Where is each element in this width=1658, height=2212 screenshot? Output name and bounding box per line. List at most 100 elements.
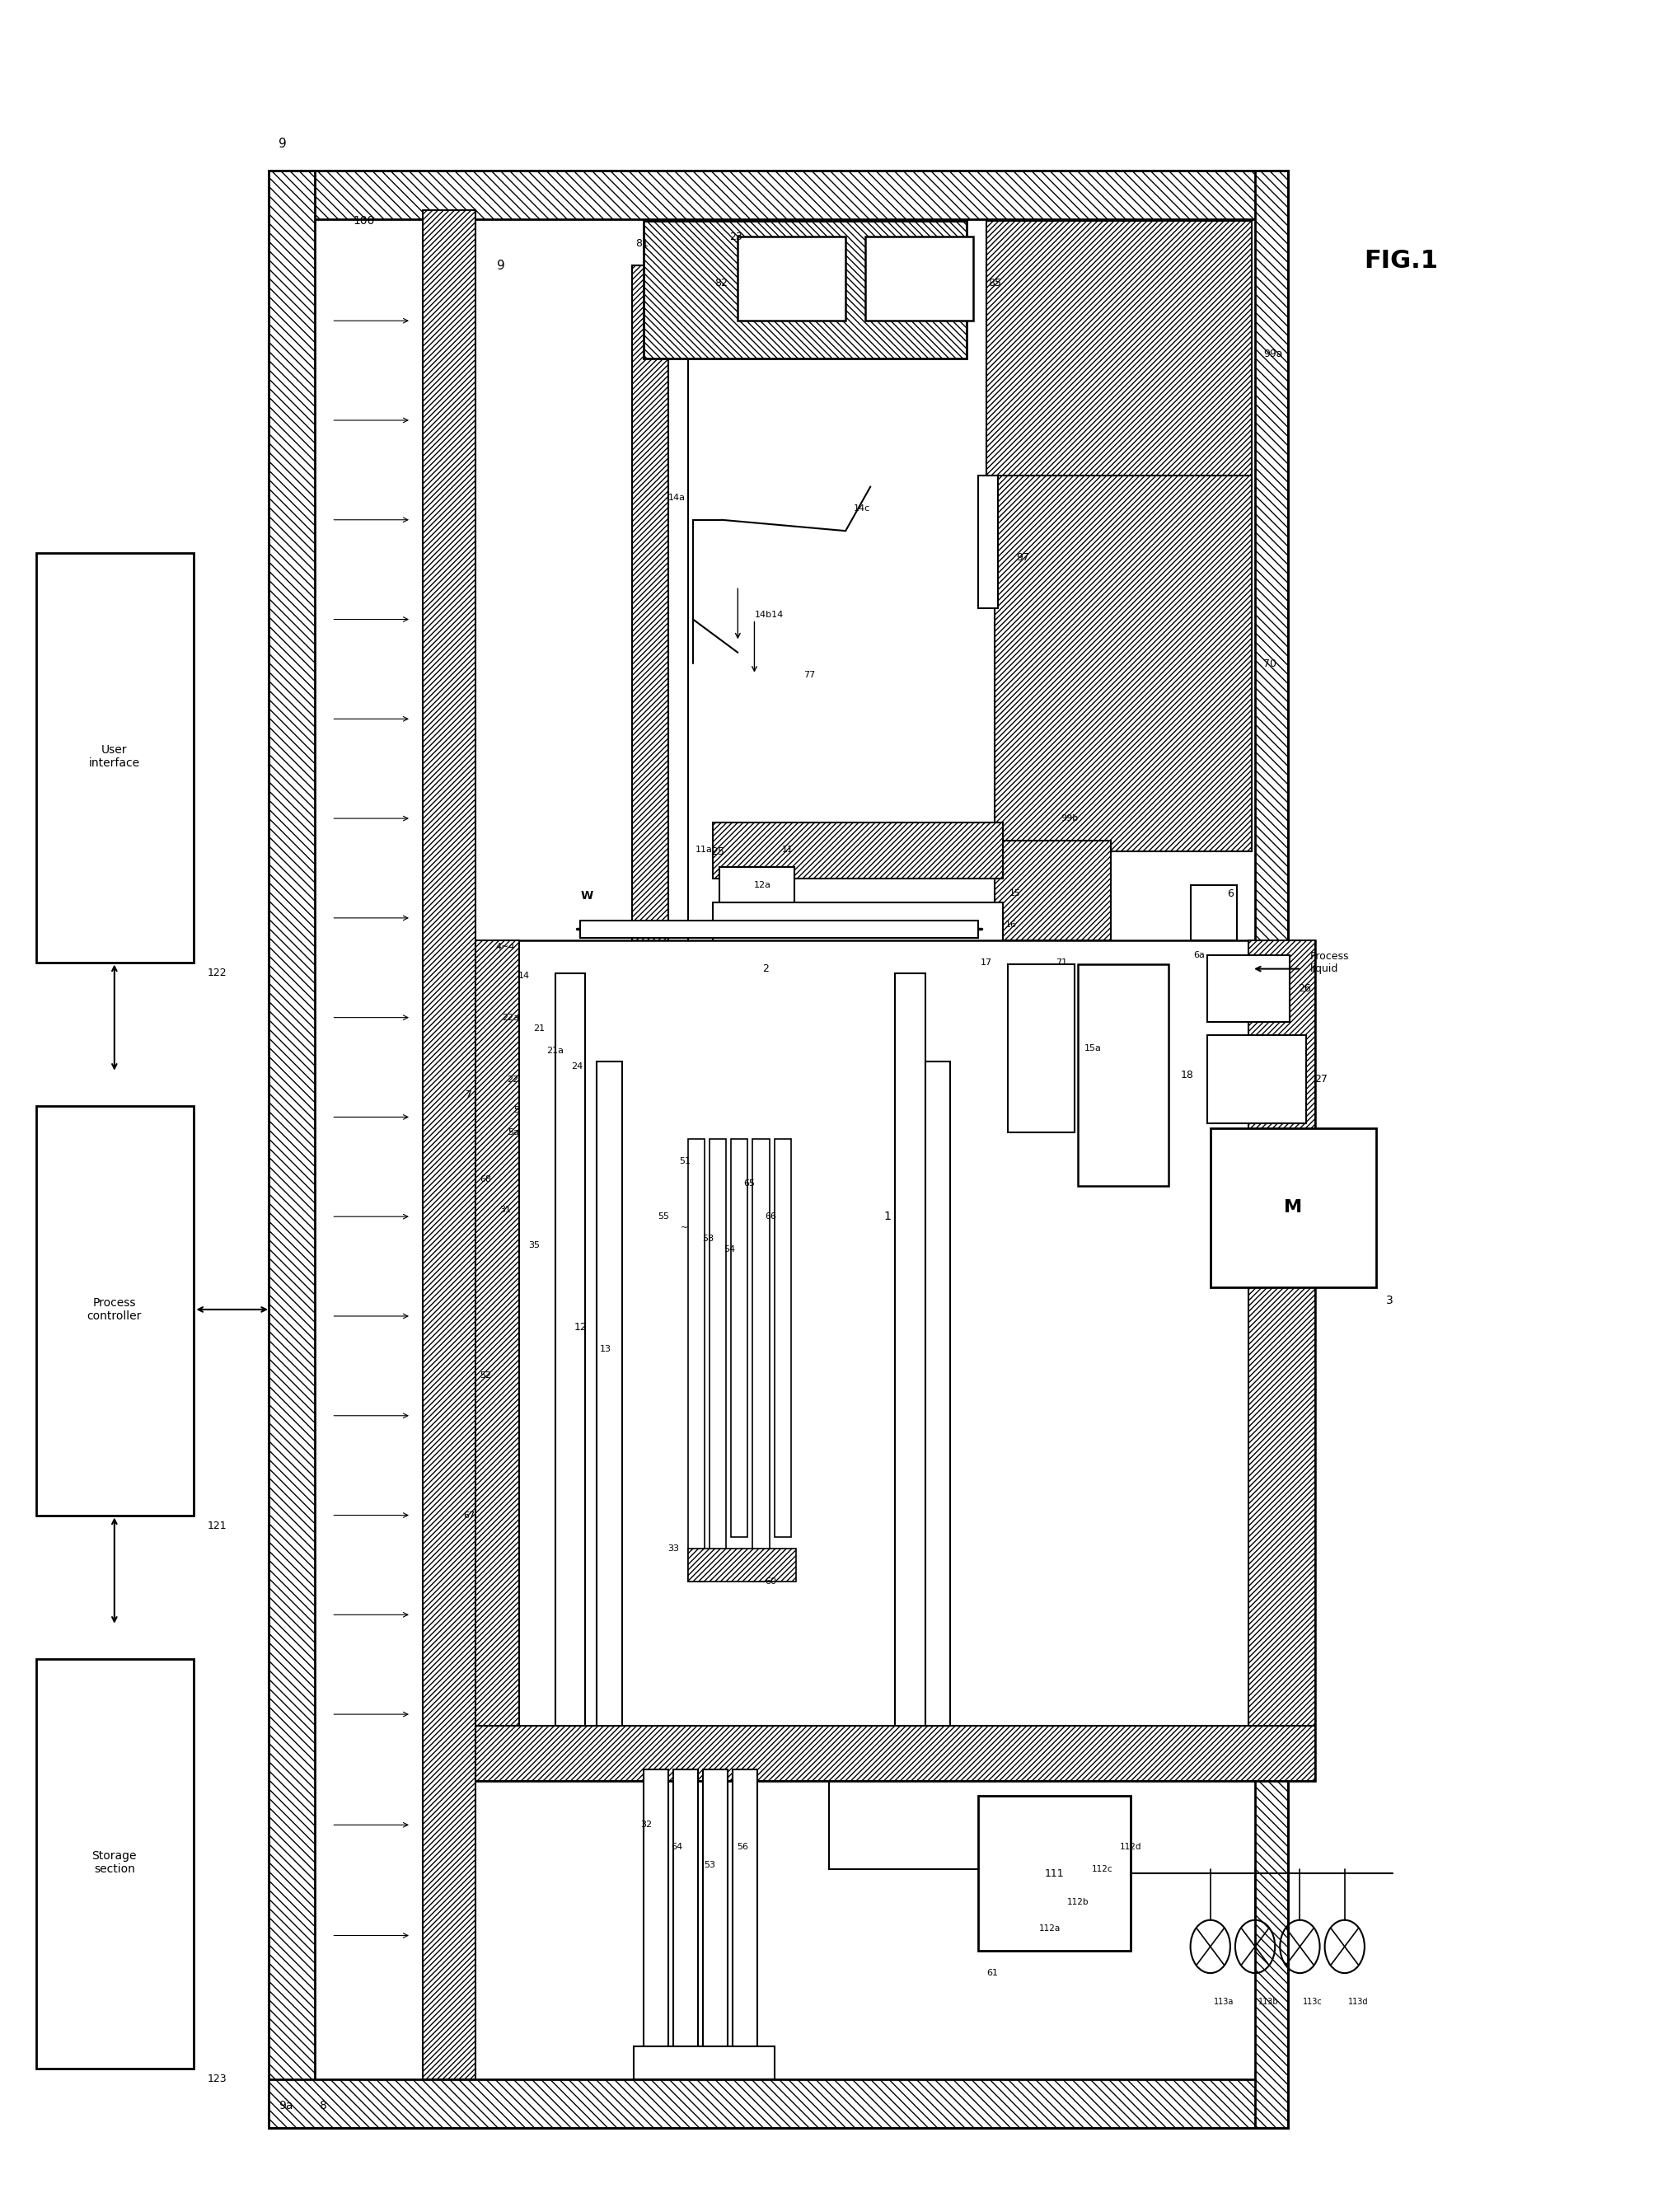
Bar bbox=[453, 940, 519, 1781]
Text: User
interface: User interface bbox=[90, 743, 139, 770]
Bar bbox=[522, 1026, 559, 1110]
Bar bbox=[269, 170, 1288, 219]
Text: 25: 25 bbox=[711, 847, 725, 856]
Text: 56: 56 bbox=[738, 1843, 748, 1851]
Bar bbox=[555, 973, 585, 1725]
Bar bbox=[1207, 956, 1290, 1022]
Text: 18: 18 bbox=[1180, 1071, 1194, 1079]
Bar bbox=[995, 841, 1111, 940]
Bar bbox=[713, 902, 1003, 947]
Bar bbox=[1207, 1035, 1307, 1124]
Bar bbox=[703, 1770, 728, 2057]
Text: 11: 11 bbox=[783, 845, 793, 854]
Bar bbox=[423, 210, 476, 2079]
Bar bbox=[710, 1139, 726, 1559]
Text: 33: 33 bbox=[668, 1544, 678, 1553]
Text: 55: 55 bbox=[658, 1212, 668, 1221]
Text: 1: 1 bbox=[884, 1210, 890, 1223]
Text: 60: 60 bbox=[766, 1577, 776, 1586]
Text: 15: 15 bbox=[1010, 889, 1020, 898]
Text: 13: 13 bbox=[600, 1345, 610, 1354]
Text: 112c: 112c bbox=[1093, 1865, 1113, 1874]
Bar bbox=[269, 2079, 1288, 2128]
Text: 58: 58 bbox=[701, 1234, 715, 1243]
Text: Process
liquid: Process liquid bbox=[1310, 951, 1350, 973]
Bar bbox=[731, 1139, 748, 1537]
Bar bbox=[1190, 885, 1237, 940]
Text: 21: 21 bbox=[532, 1024, 545, 1033]
Text: 113a: 113a bbox=[1214, 1997, 1234, 2006]
Text: 99b: 99b bbox=[1061, 814, 1078, 823]
Bar bbox=[733, 1770, 758, 2057]
Text: 31: 31 bbox=[501, 1206, 511, 1214]
Text: 121: 121 bbox=[207, 1522, 227, 1531]
Text: 85: 85 bbox=[988, 279, 1001, 288]
Text: 14c: 14c bbox=[854, 504, 870, 513]
Text: 111: 111 bbox=[1045, 1869, 1064, 1878]
Text: Storage
section: Storage section bbox=[91, 1849, 138, 1876]
Bar bbox=[895, 973, 925, 1725]
Text: 99a: 99a bbox=[1263, 349, 1283, 358]
Text: W: W bbox=[580, 889, 594, 902]
Text: 7: 7 bbox=[466, 1091, 473, 1099]
Bar bbox=[753, 1139, 769, 1582]
Bar bbox=[36, 553, 194, 962]
Bar bbox=[978, 1796, 1131, 1951]
Text: 61: 61 bbox=[987, 1969, 998, 1978]
Text: 81: 81 bbox=[635, 239, 648, 248]
Text: FIG.1: FIG.1 bbox=[1365, 250, 1437, 272]
Bar bbox=[668, 265, 688, 1725]
Bar bbox=[453, 940, 1315, 1781]
Text: 32: 32 bbox=[640, 1820, 653, 1829]
Text: 6a: 6a bbox=[1194, 951, 1205, 960]
Bar bbox=[713, 945, 1003, 984]
Text: 112d: 112d bbox=[1119, 1843, 1142, 1851]
Bar bbox=[1210, 1128, 1376, 1287]
Text: M: M bbox=[1285, 1199, 1302, 1217]
Bar bbox=[995, 476, 1252, 852]
Text: 68: 68 bbox=[479, 1175, 492, 1183]
Text: 17: 17 bbox=[980, 958, 993, 967]
Text: 6: 6 bbox=[1227, 889, 1234, 898]
Bar bbox=[269, 170, 315, 2128]
Text: 2: 2 bbox=[763, 964, 769, 973]
Bar bbox=[713, 823, 1003, 878]
Text: 113c: 113c bbox=[1303, 1997, 1323, 2006]
Text: 65: 65 bbox=[744, 1179, 754, 1188]
Text: 24: 24 bbox=[570, 1062, 584, 1071]
Text: 12: 12 bbox=[574, 1323, 587, 1332]
Text: 22a: 22a bbox=[502, 1013, 519, 1022]
Bar bbox=[738, 237, 846, 321]
Text: 5: 5 bbox=[514, 1106, 519, 1115]
Bar bbox=[774, 1139, 791, 1537]
Bar bbox=[36, 1106, 194, 1515]
Bar bbox=[673, 1770, 698, 2057]
Bar bbox=[925, 1062, 950, 1725]
Text: 14b14: 14b14 bbox=[754, 611, 784, 619]
Text: 16: 16 bbox=[1006, 920, 1016, 929]
Text: 4~4: 4~4 bbox=[496, 942, 516, 951]
Text: 11a: 11a bbox=[696, 845, 713, 854]
Text: 21a: 21a bbox=[547, 1046, 564, 1055]
Text: 26: 26 bbox=[1298, 984, 1311, 993]
Text: 51: 51 bbox=[680, 1157, 690, 1166]
Text: ~: ~ bbox=[681, 1223, 688, 1232]
Text: 12a: 12a bbox=[754, 880, 771, 889]
Text: 23: 23 bbox=[730, 232, 743, 241]
Text: 67: 67 bbox=[463, 1511, 476, 1520]
Text: 122: 122 bbox=[207, 969, 227, 978]
Bar bbox=[688, 1139, 705, 1582]
Text: 70: 70 bbox=[1263, 659, 1277, 668]
Bar bbox=[865, 237, 973, 321]
Text: 52: 52 bbox=[479, 1371, 492, 1380]
Text: 97: 97 bbox=[1016, 553, 1030, 562]
Text: 112b: 112b bbox=[1066, 1898, 1089, 1907]
Text: 64: 64 bbox=[670, 1843, 683, 1851]
Bar bbox=[597, 1062, 622, 1725]
Bar bbox=[643, 221, 967, 358]
Bar bbox=[1255, 170, 1288, 2128]
Bar bbox=[1248, 940, 1315, 1781]
Bar bbox=[633, 2046, 774, 2079]
Text: 9a: 9a bbox=[279, 2099, 293, 2112]
Text: 15a: 15a bbox=[1084, 1044, 1101, 1053]
